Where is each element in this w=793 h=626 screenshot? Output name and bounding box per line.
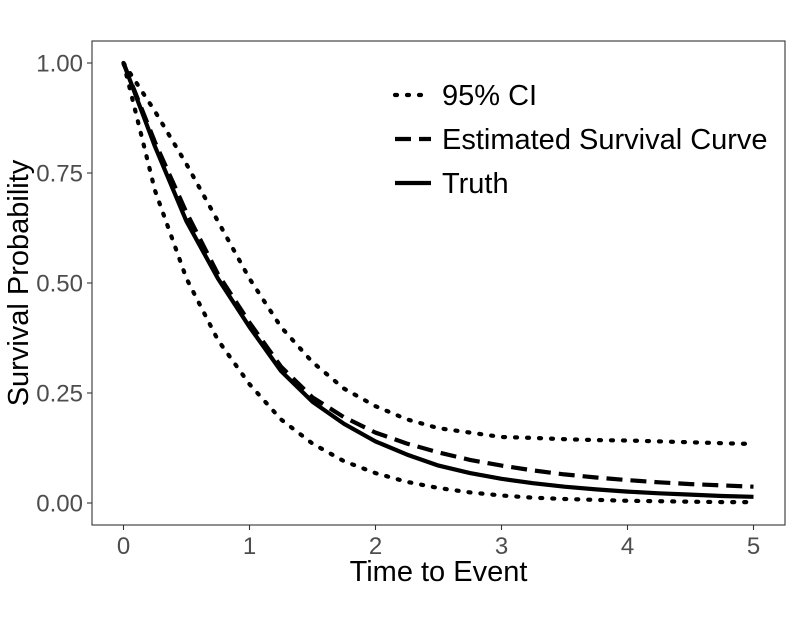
legend: 95% CI Estimated Survival Curve Truth xyxy=(392,80,768,200)
y-tick-label: 1.00 xyxy=(36,51,83,78)
y-tick-label: 0.50 xyxy=(36,271,83,298)
legend-label: Truth xyxy=(442,168,509,200)
y-tick-label: 0.25 xyxy=(36,381,83,408)
x-tick-label: 5 xyxy=(747,533,760,560)
x-tick-label: 0 xyxy=(117,533,130,560)
ci-upper-line xyxy=(121,60,756,447)
x-tick-label: 4 xyxy=(621,533,634,560)
y-tick-label: 0.75 xyxy=(36,161,83,188)
legend-label: 95% CI xyxy=(442,80,537,112)
x-tick-label: 3 xyxy=(495,533,508,560)
legend-label: Estimated Survival Curve xyxy=(442,124,768,156)
plot-panel xyxy=(91,40,786,526)
y-tick-label: 0.00 xyxy=(36,491,83,518)
x-tick-label: 1 xyxy=(243,533,256,560)
truth-line xyxy=(121,62,754,499)
x-tick-label: 2 xyxy=(369,533,382,560)
estimated-survival-line xyxy=(121,62,754,489)
y-axis-title: Survival Probability xyxy=(3,159,35,406)
x-axis-title: Time to Event xyxy=(350,556,528,588)
ci-lower-line xyxy=(121,60,756,505)
